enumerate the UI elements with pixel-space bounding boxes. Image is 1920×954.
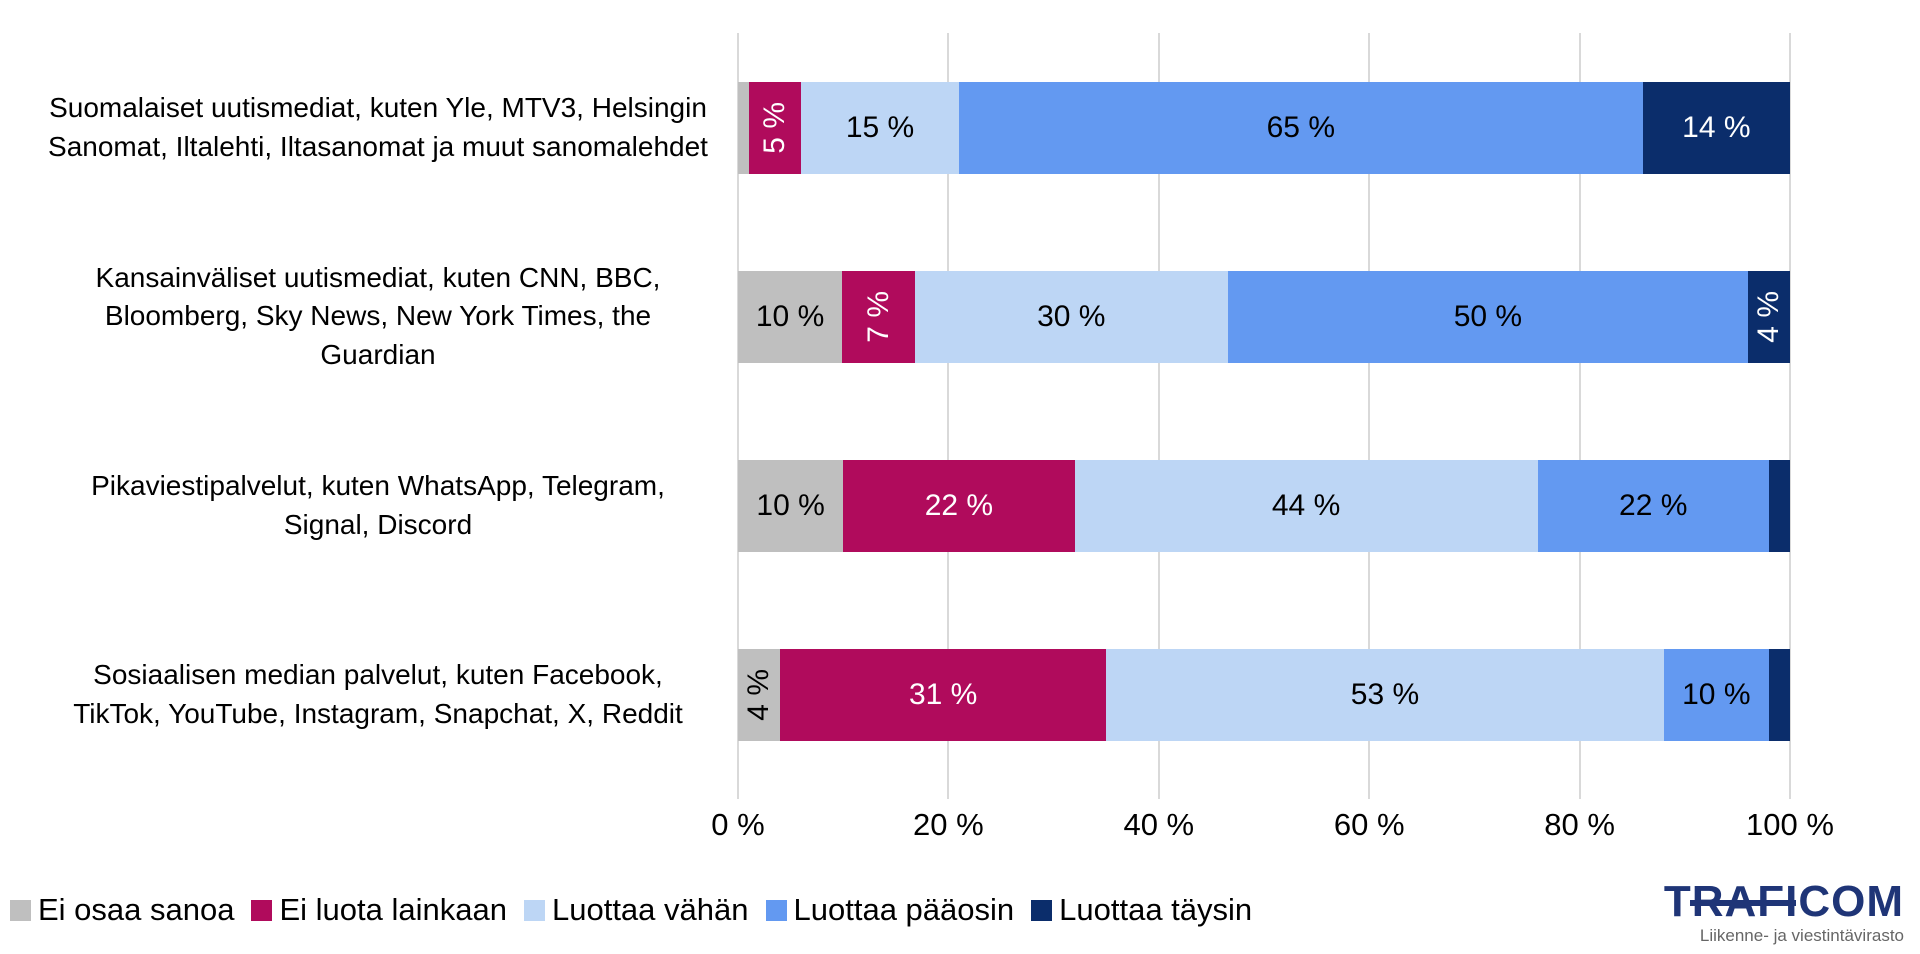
bar-segment: 22 % [1537, 459, 1769, 552]
legend-label: Luottaa vähän [551, 892, 749, 927]
bar-band: 10 % 7 % 30 % 50 % 4 % [738, 222, 1790, 411]
traficom-logo-text: TRAFICOM [1663, 877, 1904, 926]
legend-swatch-icon [1031, 899, 1053, 921]
bar-band: 10 % 22 % 44 % 22 % [738, 411, 1790, 600]
bar-segment: 5 % [748, 81, 802, 174]
stacked-bar: 10 % 7 % 30 % 50 % 4 % [738, 270, 1790, 363]
x-axis-tick-label: 40 % [1123, 807, 1195, 842]
segment-value-label: 10 % [755, 299, 825, 333]
legend-item: Ei osaa sanoa [10, 892, 234, 928]
bar-segment: 10 % [1663, 648, 1769, 741]
plot-area: 5 % 15 % 65 % 14 % 10 % 7 % 30 % 50 % 4 % 10 % 22 … [737, 33, 1791, 799]
bar-segment: 30 % [915, 270, 1228, 363]
gridline [1789, 33, 1791, 789]
segment-value-label: 53 % [1350, 677, 1420, 711]
segment-value-label: 22 % [1619, 488, 1688, 522]
gridline [1578, 33, 1581, 789]
bar-segment [1768, 459, 1790, 552]
segment-value-label: 65 % [1266, 110, 1335, 144]
chart-footer: Ei osaa sanoa Ei luota lainkaan Luottaa vä… [10, 880, 1904, 946]
x-axis-tick-label: 60 % [1333, 807, 1405, 842]
x-axis-tick-label: 100 % [1746, 807, 1834, 842]
x-axis-tick-label: 20 % [913, 807, 984, 842]
category-label: Sosiaalisen median palvelut, kuten Faceb… [73, 658, 683, 729]
segment-value-label: 10 % [1682, 677, 1751, 711]
chart-body: Suomalaiset uutismediat, kuten Yle, MTV3… [0, 33, 1834, 859]
axis-tick-mark [1368, 789, 1371, 799]
plot-column: 5 % 15 % 65 % 14 % 10 % 7 % 30 % 50 % 4 % 10 % 22 … [711, 33, 1834, 859]
legend-item: Ei luota lainkaan [251, 892, 507, 928]
traficom-logo-tagline: Liikenne- ja viestintävirasto [1699, 926, 1904, 945]
segment-value-label: 31 % [908, 677, 978, 711]
bar-segment [1768, 648, 1790, 741]
legend-swatch-icon [523, 899, 545, 921]
category-label-band: Suomalaiset uutismediat, kuten Yle, MTV3… [0, 33, 738, 222]
bar-segment: 22 % [843, 459, 1075, 552]
category-label-band: Pikaviestipalvelut, kuten WhatsApp, Tele… [0, 411, 738, 600]
axis-tick-mark [947, 789, 950, 799]
segment-value-label: 4 % [742, 668, 776, 721]
bar-segment: 65 % [958, 81, 1643, 174]
gridline [737, 33, 739, 789]
segment-value-label: 22 % [924, 488, 994, 522]
axis-tick-mark [1157, 789, 1160, 799]
legend-label: Luottaa pääosin [793, 892, 1015, 927]
segment-value-label: 4 % [1752, 290, 1786, 343]
stacked-bar: 5 % 15 % 65 % 14 % [738, 81, 1790, 174]
segment-value-label: 44 % [1271, 488, 1341, 522]
category-label-band: Sosiaalisen median palvelut, kuten Faceb… [0, 600, 738, 789]
bar-segment: 4 % [738, 648, 781, 741]
legend-item: Luottaa vähän [523, 892, 749, 928]
bar-segment: 44 % [1074, 459, 1538, 552]
gridline [947, 33, 950, 789]
bar-segment: 15 % [801, 81, 959, 174]
bar-segment: 4 % [1748, 270, 1790, 363]
gridline [1368, 33, 1371, 789]
category-label-band: Kansainväliset uutismediat, kuten CNN, B… [0, 222, 738, 411]
category-label: Kansainväliset uutismediat, kuten CNN, B… [95, 261, 661, 370]
bar-segment: 50 % [1227, 270, 1749, 363]
bar-segment: 53 % [1106, 648, 1664, 741]
axis-tick-mark [1789, 789, 1791, 799]
x-axis: 0 % 20 % 40 % 60 % 80 % 100 % [711, 789, 1834, 859]
category-label: Suomalaiset uutismediat, kuten Yle, MTV3… [48, 91, 708, 162]
legend-label: Ei luota lainkaan [279, 892, 507, 927]
legend-label: Ei osaa sanoa [38, 892, 235, 927]
bar-band: 5 % 15 % 65 % 14 % [738, 33, 1790, 222]
stacked-bar: 10 % 22 % 44 % 22 % [738, 459, 1790, 552]
x-axis-tick-label: 80 % [1544, 807, 1615, 842]
legend-label: Luottaa täysin [1059, 892, 1253, 927]
bar-segment: 10 % [738, 459, 844, 552]
axis-tick-mark [1578, 789, 1581, 799]
bar-segment: 7 % [842, 270, 916, 363]
gridline [1157, 33, 1160, 789]
bar-segment: 14 % [1642, 81, 1790, 174]
segment-value-label: 5 % [757, 101, 791, 154]
bar-segment [738, 81, 749, 174]
axis-tick-mark [737, 789, 739, 799]
legend-swatch-icon [251, 899, 273, 921]
segment-value-label: 15 % [845, 110, 915, 144]
legend: Ei osaa sanoa Ei luota lainkaan Luottaa vä… [10, 892, 1252, 946]
bar-segment: 31 % [780, 648, 1107, 741]
segment-value-label: 10 % [756, 488, 825, 522]
segment-value-label: 7 % [861, 290, 895, 343]
stacked-bar: 4 % 31 % 53 % 10 % [738, 648, 1790, 741]
category-labels-column: Suomalaiset uutismediat, kuten Yle, MTV3… [0, 33, 738, 859]
legend-item: Luottaa pääosin [765, 892, 1015, 928]
x-axis-tick-label: 0 % [711, 807, 765, 842]
legend-swatch-icon [765, 899, 787, 921]
segment-value-label: 50 % [1453, 299, 1523, 333]
bar-rows: 5 % 15 % 65 % 14 % 10 % 7 % 30 % 50 % 4 % 10 % 22 … [738, 33, 1790, 789]
category-label: Pikaviestipalvelut, kuten WhatsApp, Tele… [91, 469, 665, 540]
legend-item: Luottaa täysin [1031, 892, 1252, 928]
segment-value-label: 14 % [1682, 110, 1751, 144]
bar-segment: 10 % [738, 270, 843, 363]
traficom-logo: TRAFICOM Liikenne- ja viestintävirasto [1664, 880, 1904, 946]
segment-value-label: 30 % [1037, 299, 1106, 333]
legend-swatch-icon [10, 899, 31, 921]
bar-band: 4 % 31 % 53 % 10 % [738, 600, 1790, 789]
